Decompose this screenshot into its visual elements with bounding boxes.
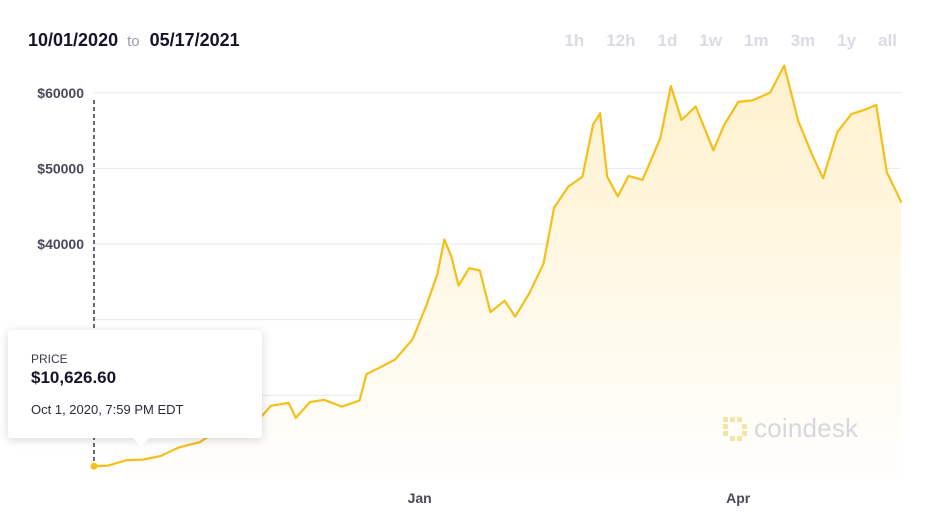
x-axis-labels: Jan Apr [408, 490, 751, 506]
price-line [92, 64, 903, 468]
hover-point [90, 462, 98, 470]
coindesk-watermark: coindesk [722, 413, 858, 444]
area-fill [94, 65, 901, 486]
range-button-3m[interactable]: 3m [790, 31, 816, 50]
range-button-1y[interactable]: 1y [837, 31, 857, 50]
range-button-1w[interactable]: 1w [699, 31, 723, 50]
y-tick-label: $50000 [37, 160, 84, 176]
tooltip-label: PRICE [31, 352, 68, 366]
y-tick-label: $60000 [37, 85, 84, 101]
coindesk-logo-icon [723, 416, 747, 441]
price-tooltip: PRICE $10,626.60 Oct 1, 2020, 7:59 PM ED… [8, 330, 262, 446]
series-line [92, 64, 903, 468]
start-date[interactable]: 10/01/2020 [28, 30, 119, 50]
range-button-12h[interactable]: 12h [606, 31, 636, 50]
y-tick-label: $40000 [37, 236, 84, 252]
range-selector: 1h 12h 1d 1w 1m 3m 1y all [542, 31, 897, 51]
x-tick-label: Apr [726, 490, 751, 506]
tooltip-price: $10,626.60 [31, 368, 117, 387]
y-axis-labels: $40000 $50000 $60000 [37, 85, 84, 252]
hover-indicator [90, 100, 98, 470]
range-button-1d[interactable]: 1d [657, 31, 678, 50]
range-button-all[interactable]: all [878, 31, 897, 50]
range-button-1m[interactable]: 1m [744, 31, 769, 50]
x-tick-label: Jan [408, 490, 432, 506]
date-range-header: 10/01/2020 to 05/17/2021 [28, 30, 240, 51]
watermark-text: coindesk [754, 413, 859, 443]
end-date[interactable]: 05/17/2021 [149, 30, 240, 50]
to-label: to [127, 33, 140, 50]
area-path [94, 65, 901, 486]
tooltip-datetime: Oct 1, 2020, 7:59 PM EDT [31, 402, 184, 417]
range-button-1h[interactable]: 1h [564, 31, 585, 50]
